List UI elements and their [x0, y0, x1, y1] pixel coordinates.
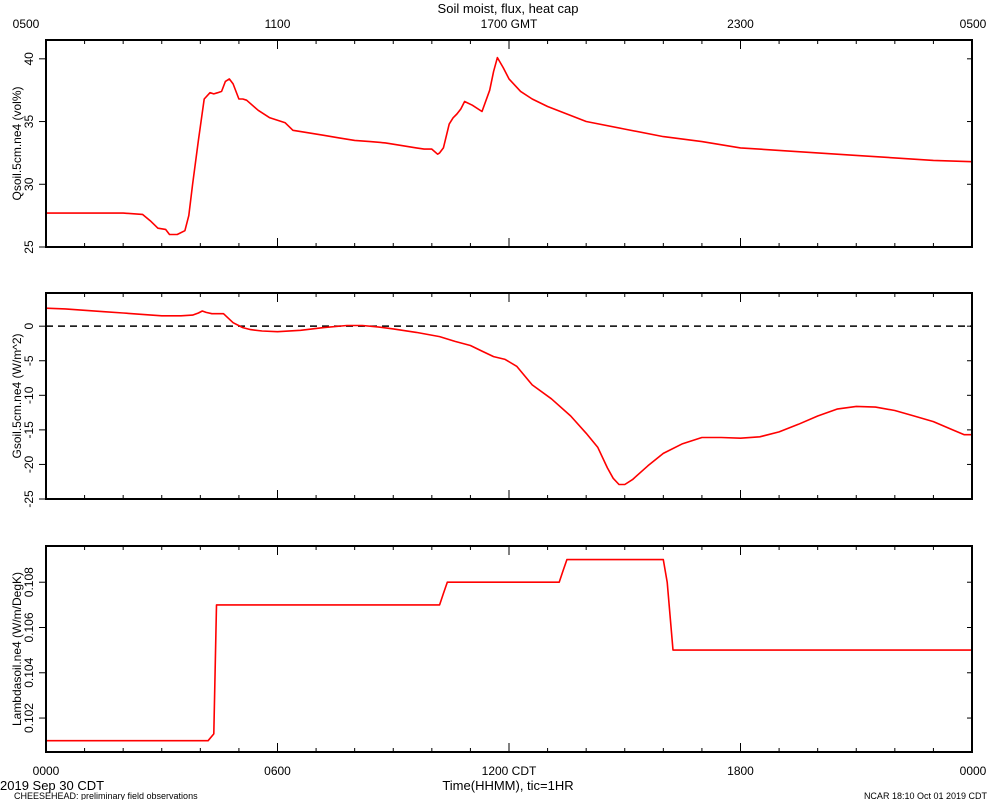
chart-title: Soil moist, flux, heat cap — [438, 1, 579, 16]
series-line-1 — [46, 56, 973, 236]
y-tick-label: -5 — [22, 355, 36, 366]
series-line-3 — [46, 558, 972, 742]
top-tick-label: 1100 — [265, 17, 291, 31]
top-axis-labels: 0500 1100 1700 GMT 2300 0500 — [13, 17, 987, 31]
y-tick-label: 0.106 — [22, 612, 36, 642]
top-tick-label: 2300 — [727, 17, 754, 31]
bottom-tick-label: 0600 — [264, 764, 291, 778]
bottom-tick-label: 1800 — [727, 764, 754, 778]
top-tick-label: 0500 — [13, 17, 40, 31]
y-axis-label: Qsoil.5cm.ne4 (vol%) — [10, 86, 24, 200]
series-line-2 — [45, 307, 972, 486]
y-tick-label: 25 — [22, 240, 36, 254]
footer-right: NCAR 18:10 Oct 01 2019 CDT — [864, 791, 988, 800]
y-tick-label: 35 — [22, 115, 36, 129]
chart-panels: 25 30 35 40 Qsoil.5cm.ne4 (vol%) -25 -20 -15 -10… — [10, 39, 973, 753]
chart-panel-1: 25 30 35 40 Qsoil.5cm.ne4 (vol%) — [10, 39, 973, 254]
y-tick-label: 0.102 — [22, 703, 36, 733]
y-tick-label: 40 — [22, 52, 36, 66]
x-axis-label: Time(HHMM), tic=1HR — [442, 778, 573, 793]
date-label: 2019 Sep 30 CDT — [0, 778, 104, 793]
y-tick-label: -20 — [22, 455, 36, 473]
y-tick-label: 0 — [22, 323, 36, 330]
chart-panel-2: -25 -20 -15 -10 -5 0 Gsoil.5cm.ne4 (W/m^2) — [10, 292, 973, 508]
bottom-tick-label: 0000 — [960, 764, 987, 778]
y-tick-label: 0.108 — [22, 567, 36, 597]
y-axis-label: Gsoil.5cm.ne4 (W/m^2) — [10, 334, 24, 459]
bottom-tick-label: 0000 — [33, 764, 60, 778]
bottom-axis-labels: 0000 0600 1200 CDT 1800 0000 — [33, 764, 987, 778]
bottom-tick-label: 1200 CDT — [482, 764, 537, 778]
top-tick-label: 1700 GMT — [481, 17, 538, 31]
footer-left: CHEESEHEAD: preliminary field observatio… — [14, 791, 198, 800]
top-tick-label: 0500 — [960, 17, 987, 31]
y-tick-label: 0.104 — [22, 657, 36, 687]
plot-frame — [45, 39, 973, 248]
plot-frame — [45, 292, 973, 500]
y-axis-label: Lambdasoil.ne4 (W/m/DegK) — [10, 572, 24, 726]
y-tick-label: -15 — [22, 421, 36, 439]
y-tick-label: 30 — [22, 177, 36, 191]
y-tick-label: -10 — [22, 386, 36, 404]
y-tick-label: -25 — [22, 490, 36, 508]
plot-frame — [45, 545, 973, 753]
